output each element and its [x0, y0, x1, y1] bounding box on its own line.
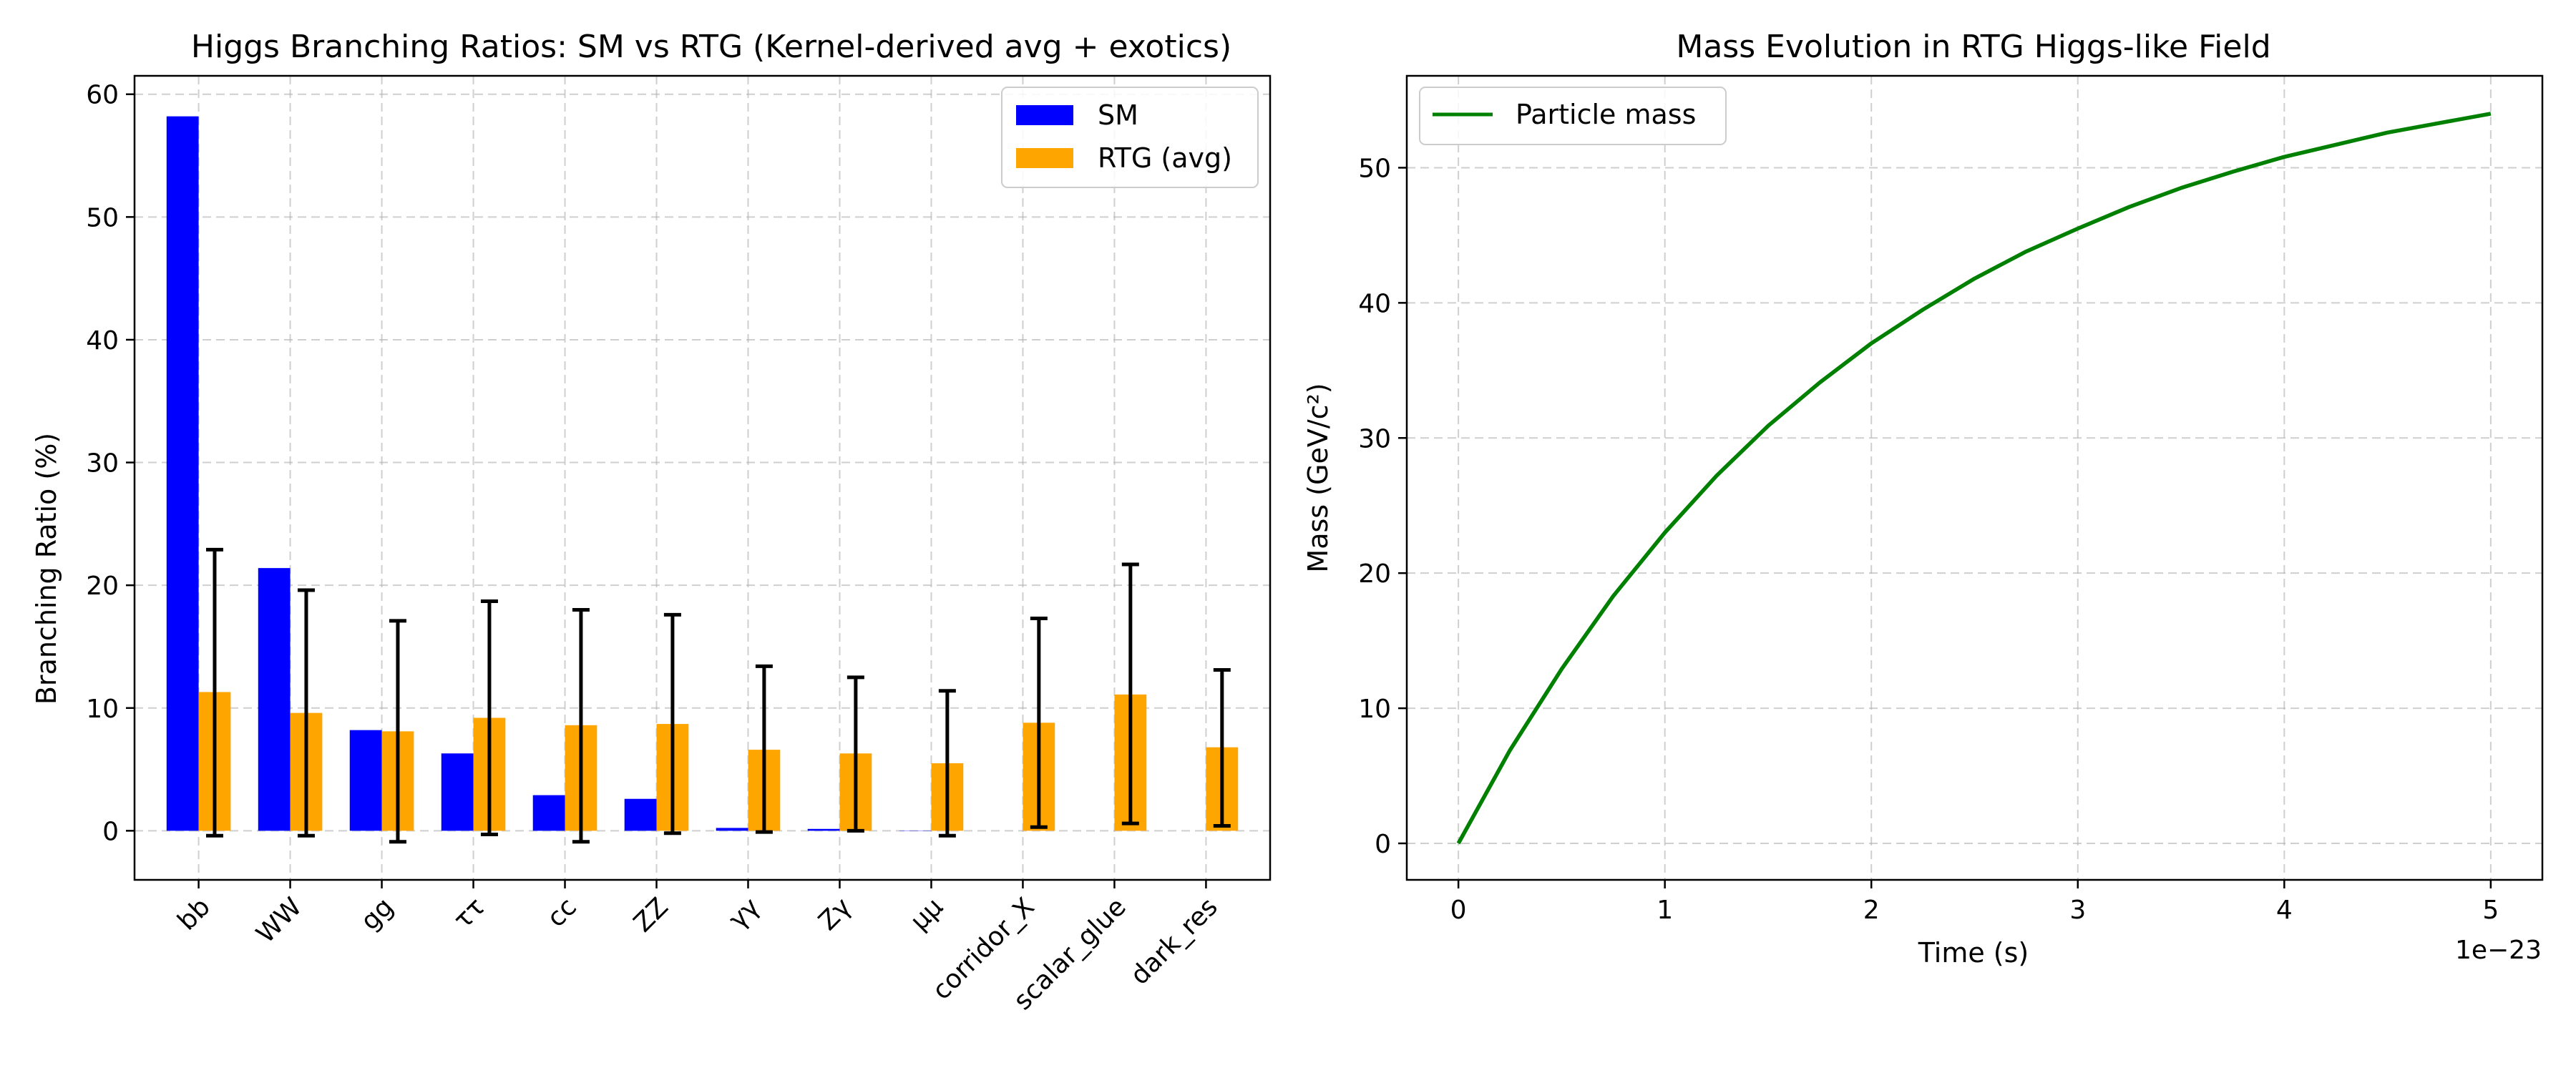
y-ticks: 0 10 20 30 40 50 60 [86, 81, 135, 846]
x-tick-label: 3 [2069, 896, 2086, 925]
bar-sm [532, 795, 565, 831]
bar-sm [258, 568, 291, 831]
chart-title: Mass Evolution in RTG Higgs-like Field [1676, 29, 2270, 65]
grid [1407, 76, 2542, 880]
y-tick-label: 40 [86, 326, 119, 356]
y-tick-label: 30 [1358, 424, 1391, 454]
y-tick-label: 50 [1358, 154, 1391, 183]
x-tick-label: 4 [2276, 896, 2293, 925]
y-tick-label: 50 [86, 203, 119, 232]
y-axis-label: Branching Ratio (%) [31, 433, 62, 705]
y-tick-label: 40 [1358, 289, 1391, 318]
y-tick-label: 60 [86, 81, 119, 110]
legend-label-mass: Particle mass [1516, 99, 1696, 130]
legend: Particle mass [1419, 87, 1727, 145]
bar-sm [716, 828, 748, 831]
bar-sm [441, 753, 474, 831]
legend-label-rtg: RTG (avg) [1098, 142, 1232, 174]
y-tick-label: 0 [102, 817, 119, 846]
plot-frame [133, 74, 1272, 881]
chart-title: Higgs Branching Ratios: SM vs RTG (Kerne… [191, 29, 1231, 65]
y-ticks: 0 10 20 30 40 50 [1358, 154, 1407, 859]
y-tick-label: 10 [1358, 695, 1391, 724]
y-tick-label: 0 [1375, 830, 1391, 859]
x-offset-label: 1e−23 [2455, 936, 2542, 965]
series-line [1456, 112, 2492, 845]
legend-label-sm: SM [1098, 99, 1138, 131]
legend-swatch-rtg [1016, 148, 1073, 168]
mass-line [1456, 112, 2492, 845]
bar-sm [166, 116, 199, 831]
error-bars [205, 547, 1231, 844]
y-tick-label: 30 [86, 449, 119, 479]
x-tick-label: 5 [2482, 896, 2499, 925]
x-tick-label: 0 [1450, 896, 1467, 925]
mass-evolution-chart: Mass Evolution in RTG Higgs-like Field M… [1302, 29, 2544, 969]
x-ticks: 0 1 2 3 4 5 [1450, 880, 2499, 925]
legend-swatch-sm [1016, 105, 1073, 125]
bar-sm [807, 828, 840, 831]
x-tick-label: 2 [1863, 896, 1880, 925]
bar-sm [349, 730, 382, 831]
plot-frame [1405, 74, 2544, 881]
legend-frame [1419, 87, 1727, 145]
y-tick-label: 20 [1358, 559, 1391, 589]
x-tick-label: 1 [1657, 896, 1673, 925]
y-tick-label: 10 [86, 695, 119, 724]
legend: SM RTG (avg) [1001, 87, 1259, 188]
x-axis-label: Time (s) [1918, 937, 2029, 969]
bar-sm [624, 798, 657, 831]
y-axis-label: Mass (GeV/c²) [1302, 383, 1334, 572]
y-tick-label: 20 [86, 572, 119, 601]
